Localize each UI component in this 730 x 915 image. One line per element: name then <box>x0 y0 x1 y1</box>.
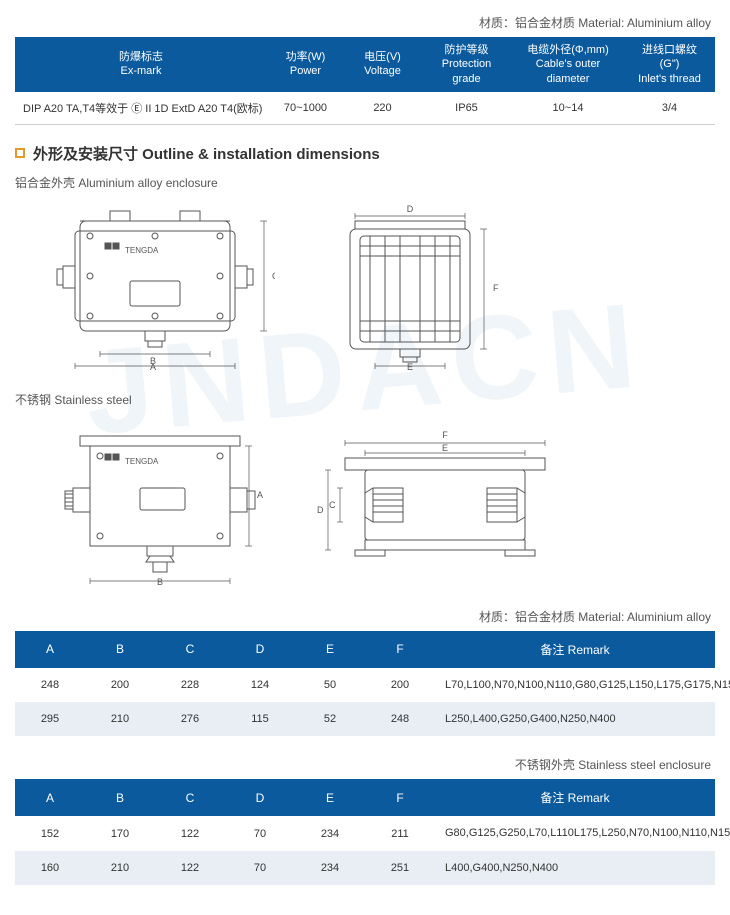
dim-th-remark: 备注 Remark <box>435 779 715 816</box>
dim-th-A: A <box>15 631 85 668</box>
dim-th-C: C <box>155 631 225 668</box>
dim-th-F: F <box>365 631 435 668</box>
table-row: 152 170 122 70 234 211 G80,G125,G250,L70… <box>15 816 715 850</box>
diagram-steel-front: TENGDA B A <box>45 418 275 588</box>
caption-aluminium: 材质：铝合金材质 Material: Aluminium alloy <box>15 608 711 625</box>
spec-th-thread: 进线口螺纹(G")Inlet's thread <box>624 37 715 92</box>
svg-text:B: B <box>157 577 163 587</box>
spec-table: 防爆标志Ex-mark 功率(W)Power 电压(V)Voltage 防护等级… <box>15 37 715 125</box>
subtitle-steel: 不锈钢 Stainless steel <box>15 391 715 408</box>
svg-text:F: F <box>493 283 499 293</box>
dim-th-E: E <box>295 779 365 816</box>
diagram-row-steel: TENGDA B A <box>45 418 715 588</box>
svg-text:C: C <box>329 500 336 510</box>
dim-th-B: B <box>85 779 155 816</box>
dim-th-D: D <box>225 631 295 668</box>
svg-text:TENGDA: TENGDA <box>125 457 159 466</box>
caption-steel: 不锈钢外壳 Stainless steel enclosure <box>15 756 711 773</box>
subtitle-aluminium: 铝合金外壳 Aluminium alloy enclosure <box>15 174 715 191</box>
table-row: 160 210 122 70 234 251 L400,G400,N250,N4… <box>15 851 715 885</box>
diagram-row-aluminium: TENGDA B A C <box>45 201 715 371</box>
spec-td-voltage: 220 <box>344 92 421 125</box>
svg-text:D: D <box>407 204 414 214</box>
spec-td-cable: 10~14 <box>512 92 624 125</box>
dim-th-B: B <box>85 631 155 668</box>
spec-th-voltage: 电压(V)Voltage <box>344 37 421 92</box>
svg-text:C: C <box>272 271 275 281</box>
section-title: 外形及安装尺寸 Outline & installation dimension… <box>15 143 715 164</box>
spec-th-exmark: 防爆标志Ex-mark <box>15 37 267 92</box>
square-bullet-icon <box>15 148 25 158</box>
svg-text:D: D <box>317 505 324 515</box>
brand-text: TENGDA <box>125 246 159 255</box>
diagram-alu-side: D E F <box>315 201 515 371</box>
spec-th-power: 功率(W)Power <box>267 37 344 92</box>
table-row: 248 200 228 124 50 200 L70,L100,N70,N100… <box>15 668 715 702</box>
dim-table-steel: A B C D E F 备注 Remark 152 170 122 70 234… <box>15 779 715 885</box>
svg-text:F: F <box>442 430 448 440</box>
dim-table-aluminium: A B C D E F 备注 Remark 248 200 228 124 50… <box>15 631 715 737</box>
svg-text:E: E <box>442 443 448 453</box>
svg-text:E: E <box>407 362 413 371</box>
diagram-steel-side: F E C D <box>315 418 575 588</box>
dim-th-A: A <box>15 779 85 816</box>
svg-text:A: A <box>257 490 263 500</box>
section-title-text: 外形及安装尺寸 Outline & installation dimension… <box>33 143 380 164</box>
spec-td-exmark: DIP A20 TA,T4等效于 Ⓔ II 1D ExtD A20 T4(欧标) <box>15 92 267 125</box>
dim-th-C: C <box>155 779 225 816</box>
spec-th-grade: 防护等级Protectiongrade <box>421 37 512 92</box>
spec-td-grade: IP65 <box>421 92 512 125</box>
spec-td-thread: 3/4 <box>624 92 715 125</box>
svg-text:A: A <box>150 362 156 371</box>
spec-th-cable: 电缆外径(Φ,mm)Cable's outerdiameter <box>512 37 624 92</box>
diagram-alu-front: TENGDA B A C <box>45 201 275 371</box>
dim-th-E: E <box>295 631 365 668</box>
dim-th-D: D <box>225 779 295 816</box>
dim-th-F: F <box>365 779 435 816</box>
dim-th-remark: 备注 Remark <box>435 631 715 668</box>
spec-td-power: 70~1000 <box>267 92 344 125</box>
table-row: 295 210 276 115 52 248 L250,L400,G250,G4… <box>15 702 715 736</box>
material-line: 材质：铝合金材质 Material: Aluminium alloy <box>15 14 711 31</box>
